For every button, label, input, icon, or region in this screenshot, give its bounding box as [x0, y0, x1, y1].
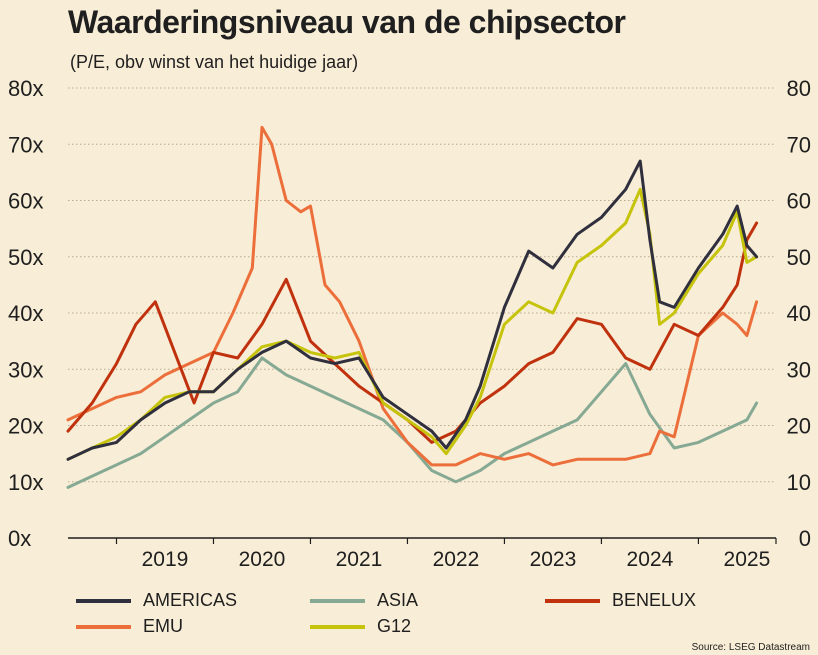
y-tick-label-right: 40: [787, 301, 811, 326]
legend-label-asia: ASIA: [377, 590, 419, 610]
source-note: Source: LSEG Datastream: [691, 642, 810, 653]
x-tick-label: 2023: [530, 548, 577, 571]
y-tick-label-right: 0: [799, 526, 811, 551]
y-tick-label-right: 70: [787, 132, 811, 157]
chart-title: Waarderingsniveau van de chipsector: [68, 4, 626, 40]
y-tick-label-left: 20x: [8, 414, 43, 439]
y-tick-label-left: 70x: [8, 132, 43, 157]
x-tick-label: 2024: [627, 548, 674, 571]
y-tick-label-left: 0x: [8, 526, 31, 551]
x-tick-label: 2022: [433, 548, 480, 571]
y-tick-label-right: 10: [787, 470, 811, 495]
legend-swatch-emu: [76, 624, 131, 629]
x-tick-label: 2020: [239, 548, 286, 571]
y-tick-label-right: 30: [787, 357, 811, 382]
y-tick-label-right: 50: [787, 245, 811, 270]
y-tick-label-left: 30x: [8, 357, 43, 382]
legend-item-asia: ASIA: [310, 590, 418, 611]
legend-swatch-benelux: [545, 598, 600, 603]
series-lines: [66, 125, 759, 489]
y-tick-label-left: 40x: [8, 301, 43, 326]
x-tick-label: 2021: [336, 548, 383, 571]
y-tick-label-left: 50x: [8, 245, 43, 270]
y-tick-label-left: 10x: [8, 470, 43, 495]
legend-swatch-americas: [76, 598, 131, 603]
legend-item-americas: AMERICAS: [76, 590, 237, 611]
y-tick-label-right: 80: [787, 76, 811, 101]
y-tick-label-right: 20: [787, 414, 811, 439]
legend-label-benelux: BENELUX: [612, 590, 697, 610]
x-tick-label: 2019: [142, 548, 189, 571]
series-line-americas: [66, 159, 759, 461]
legend-swatch-g12: [310, 624, 365, 629]
legend-item-g12: G12: [310, 616, 411, 637]
y-tick-label-left: 80x: [8, 76, 43, 101]
legend-item-benelux: BENELUX: [545, 590, 696, 611]
x-tick-label: 2025: [724, 548, 771, 571]
legend-item-emu: EMU: [76, 616, 183, 637]
legend-label-g12: G12: [377, 616, 412, 636]
legend-swatch-asia: [310, 598, 365, 603]
series-line-emu: [66, 125, 759, 467]
chart-subtitle: (P/E, obv winst van het huidige jaar): [70, 52, 359, 72]
axes: 0x 0 10x 10 20x 20 30x 30 40x 40 50x 50 60x 60 70x 70 80…: [8, 76, 811, 571]
legend-label-emu: EMU: [143, 616, 183, 636]
series-line-asia: [66, 356, 759, 489]
series-line-benelux: [66, 221, 759, 444]
y-tick-label-right: 60: [787, 189, 811, 214]
legend-label-americas: AMERICAS: [143, 590, 238, 610]
y-tick-label-left: 60x: [8, 189, 43, 214]
